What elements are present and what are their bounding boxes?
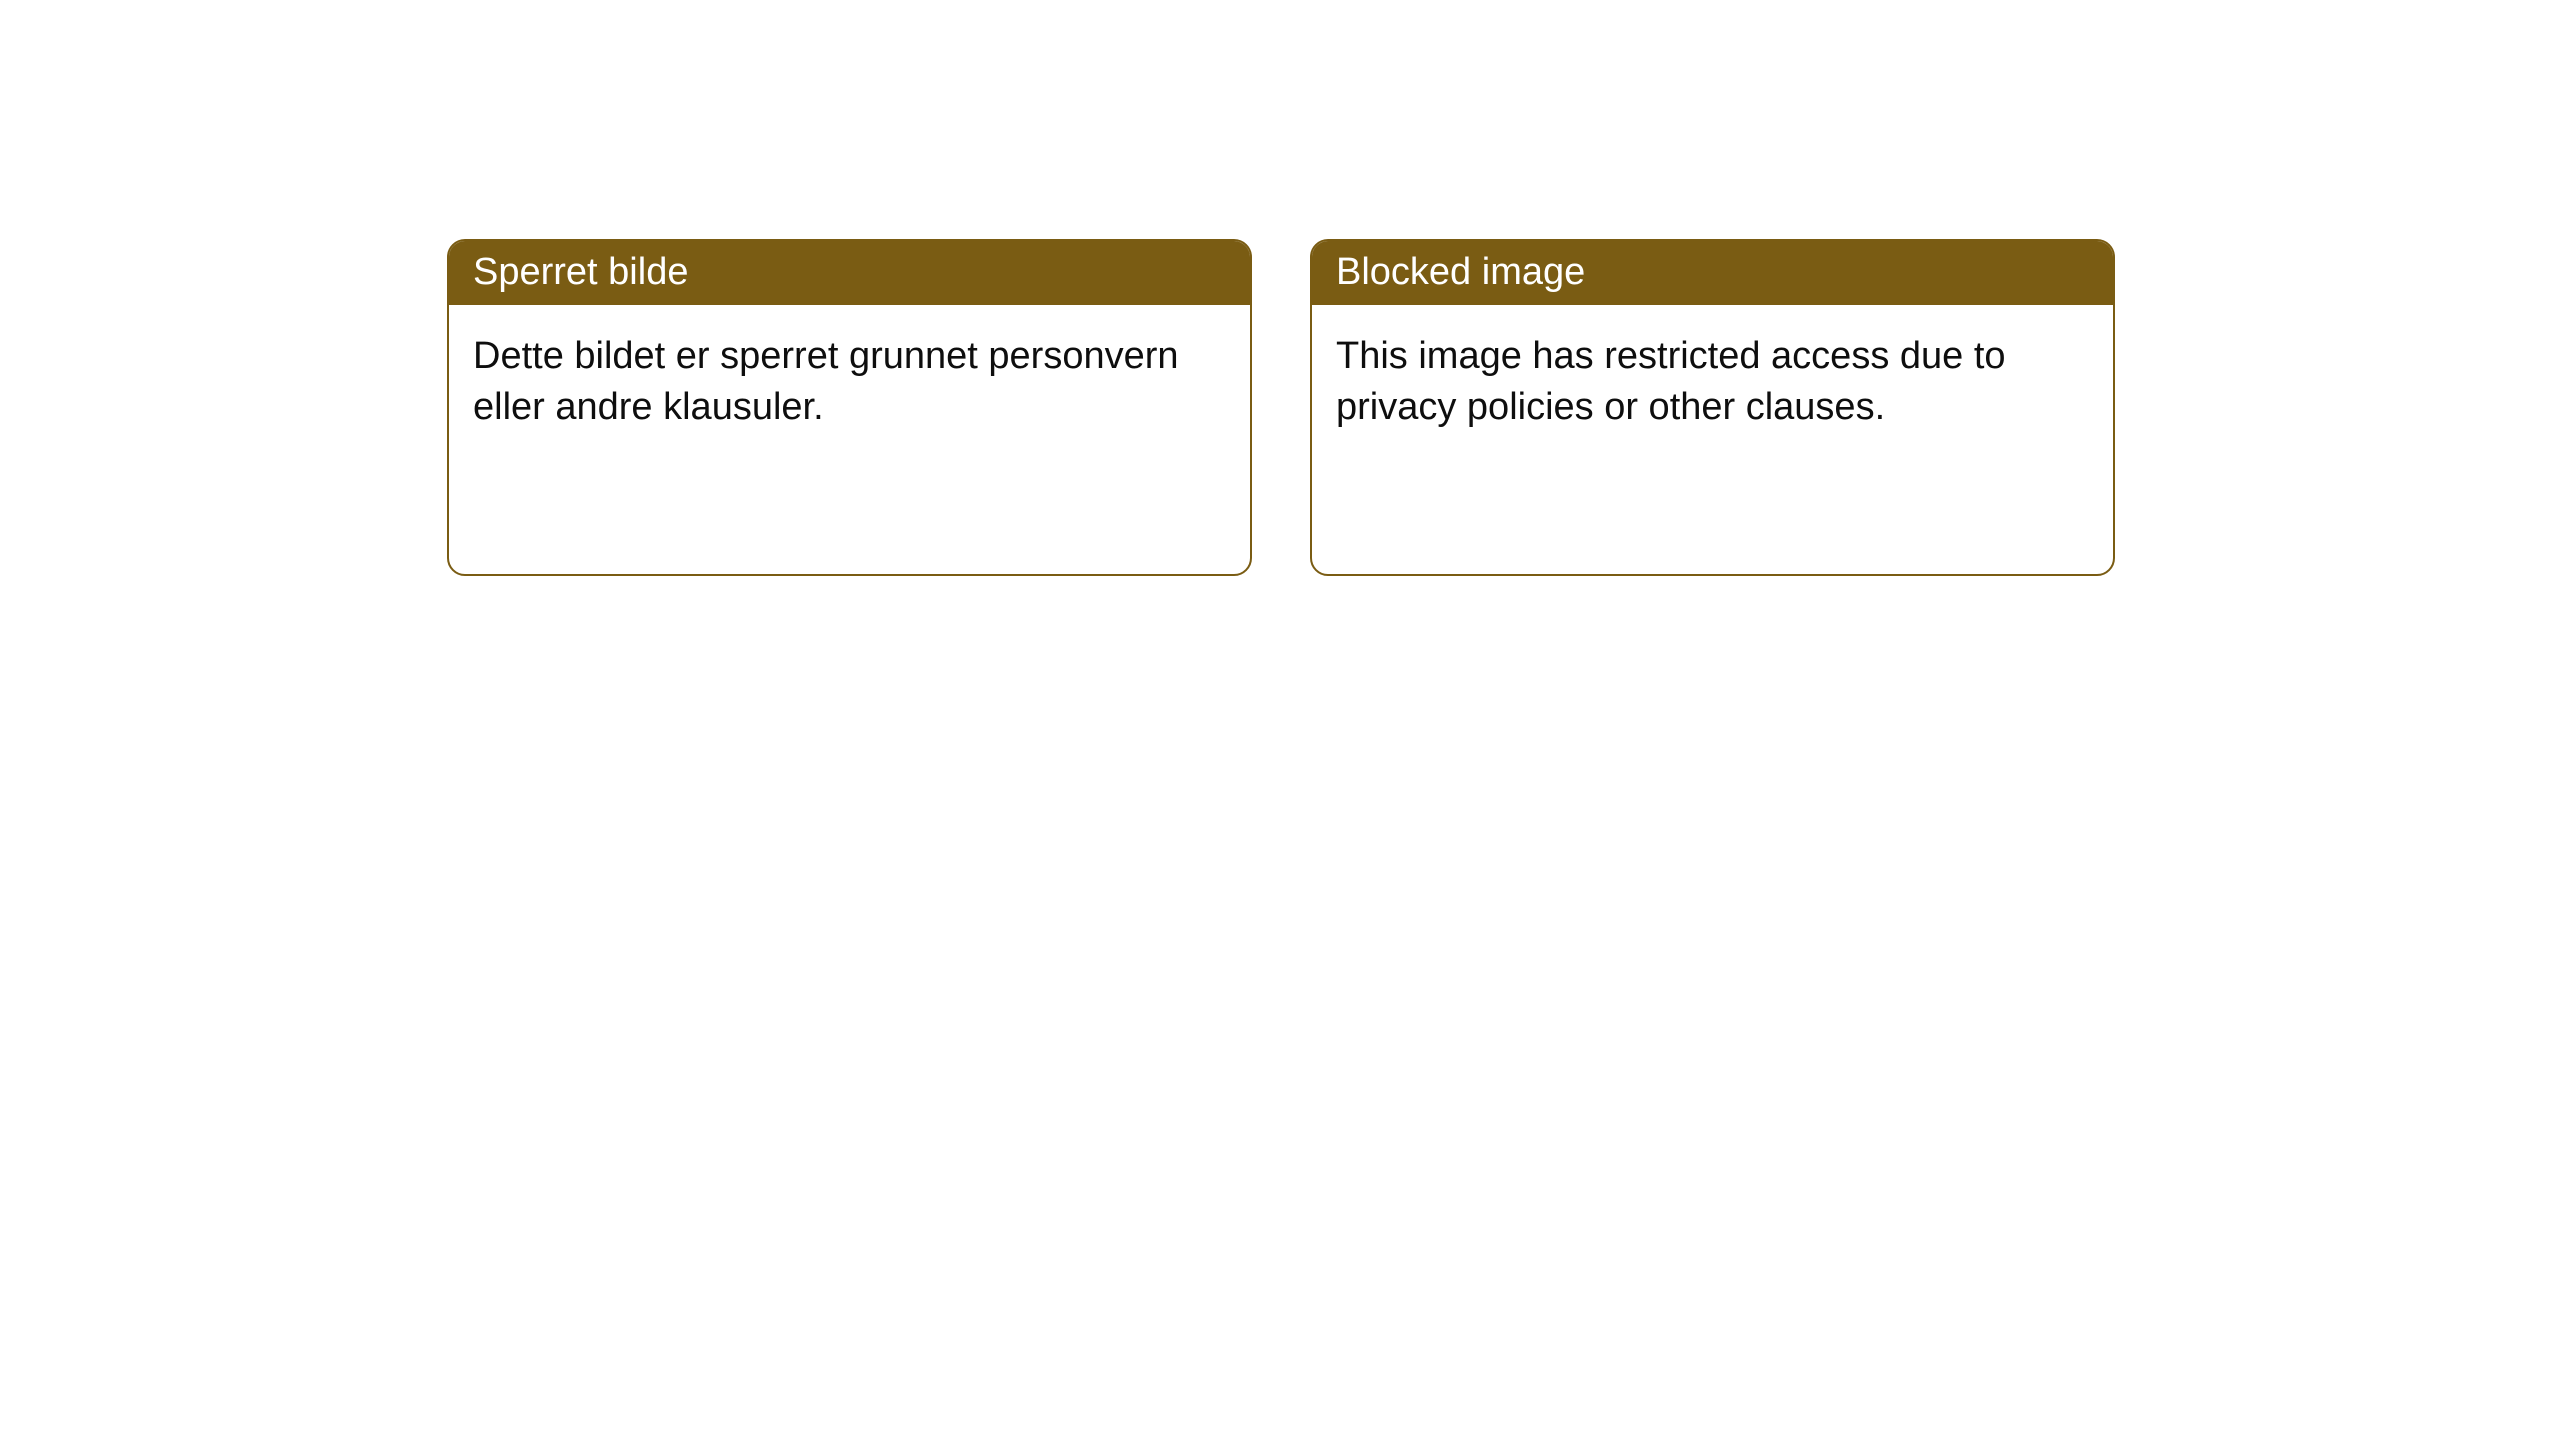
notice-card-english: Blocked image This image has restricted … [1310,239,2115,576]
notice-body-english: This image has restricted access due to … [1312,305,2113,460]
notice-card-norwegian: Sperret bilde Dette bildet er sperret gr… [447,239,1252,576]
notice-container: Sperret bilde Dette bildet er sperret gr… [447,239,2115,576]
notice-title-english: Blocked image [1312,241,2113,305]
notice-body-norwegian: Dette bildet er sperret grunnet personve… [449,305,1250,460]
notice-title-norwegian: Sperret bilde [449,241,1250,305]
